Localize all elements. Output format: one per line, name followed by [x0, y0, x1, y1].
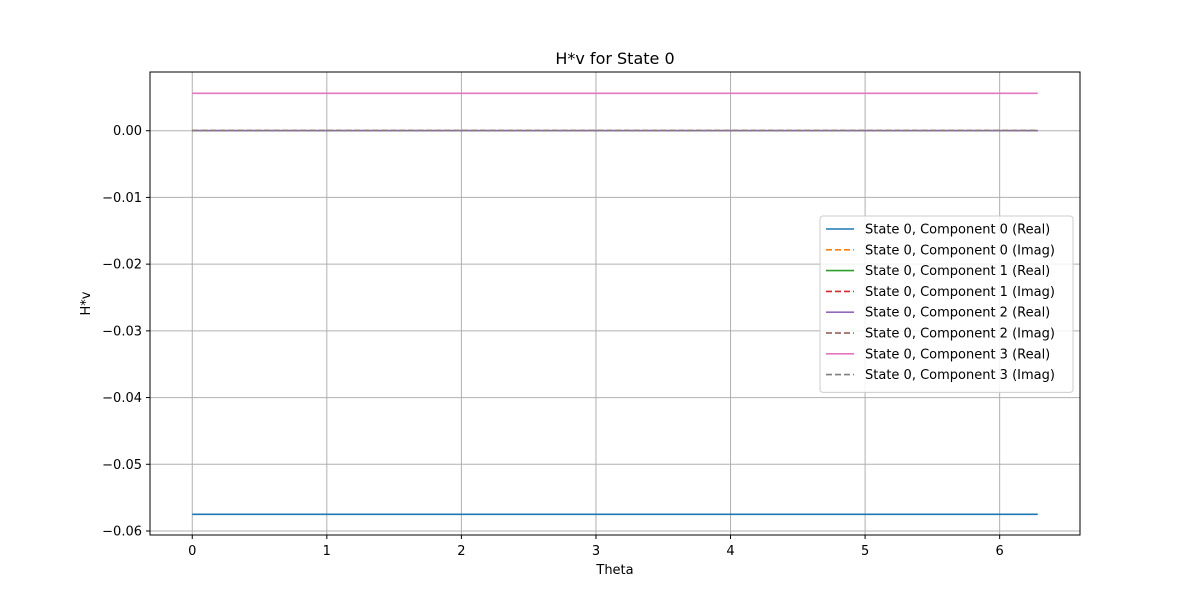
legend: State 0, Component 0 (Real) State 0, Comp…	[819, 215, 1074, 393]
legend-label-1: State 0, Component 0 (Imag)	[865, 243, 1055, 258]
x-tick-label: 1	[323, 544, 331, 559]
x-tick-label: 6	[996, 544, 1004, 559]
y-tick-label: −0.05	[102, 458, 142, 473]
chart-title: H*v for State 0	[555, 49, 674, 68]
legend-label-5: State 0, Component 2 (Imag)	[865, 327, 1055, 342]
y-tick-label: 0.00	[113, 124, 142, 139]
series-lines	[192, 92, 1038, 516]
legend-box	[819, 215, 1074, 393]
x-axis-label: Theta	[595, 563, 633, 578]
y-tick-label: −0.04	[102, 391, 142, 406]
x-tick-label: 4	[726, 544, 734, 559]
legend-label-3: State 0, Component 1 (Imag)	[865, 285, 1055, 300]
plot-frame	[149, 71, 1081, 536]
x-tick-label: 0	[188, 544, 196, 559]
legend-label-0: State 0, Component 0 (Real)	[865, 223, 1050, 238]
x-tick-label: 2	[457, 544, 465, 559]
y-tick-label: −0.06	[102, 524, 142, 539]
legend-label-2: State 0, Component 1 (Real)	[865, 264, 1050, 279]
y-tick-label: −0.03	[102, 324, 142, 339]
y-tick-label: −0.02	[102, 258, 142, 273]
legend-label-6: State 0, Component 3 (Real)	[865, 347, 1050, 362]
y-tick-label: −0.01	[102, 191, 142, 206]
x-tick-label: 5	[861, 544, 869, 559]
legend-label-4: State 0, Component 2 (Real)	[865, 306, 1050, 321]
y-axis-label: H*v	[79, 291, 94, 315]
legend-label-7: State 0, Component 3 (Imag)	[865, 368, 1055, 383]
x-tick-label: 3	[592, 544, 600, 559]
axis-ticks: 0 1 2 3 4 5 6 0.00 −0.01 −0.02 −0.03 −0.04 −0.05 −0.0…	[102, 124, 1004, 559]
